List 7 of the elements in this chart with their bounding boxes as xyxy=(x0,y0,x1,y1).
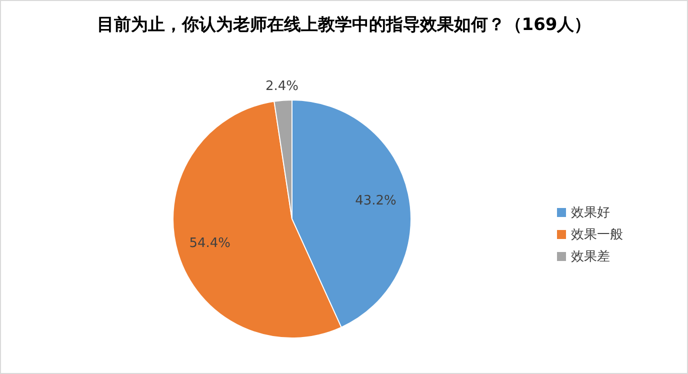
data-label: 43.2% xyxy=(355,193,396,208)
legend-label: 效果好 xyxy=(571,206,610,221)
legend-label: 效果差 xyxy=(571,250,610,265)
data-label: 54.4% xyxy=(189,236,231,251)
legend-label: 效果一般 xyxy=(571,228,623,243)
data-label: 2.4% xyxy=(265,78,298,94)
chart-title: 目前为止，你认为老师在线上教学中的指导效果如何？（169人） xyxy=(96,15,592,35)
